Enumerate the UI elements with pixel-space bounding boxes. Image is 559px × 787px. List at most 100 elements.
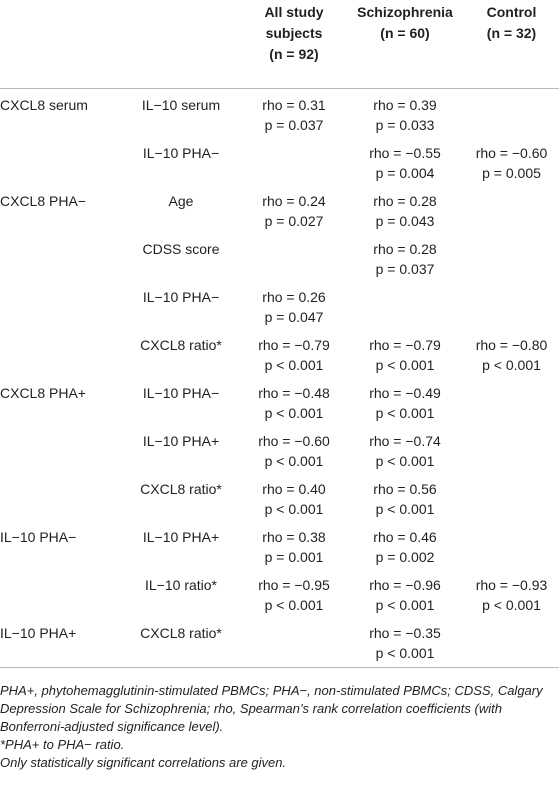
rho-value: rho = 0.28 xyxy=(373,193,437,209)
variable-name: CXCL8 ratio* xyxy=(140,481,222,497)
column-label: Schizophrenia xyxy=(357,4,453,20)
p-value: p = 0.047 xyxy=(264,309,324,325)
value-cell: rho = −0.48 p < 0.001 xyxy=(242,377,346,425)
variable-cell: IL−10 PHA− xyxy=(120,137,242,185)
group-cell xyxy=(0,425,120,473)
variable-cell: IL−10 PHA+ xyxy=(120,521,242,569)
table-row: CXCL8 PHA+ IL−10 PHA− rho = −0.48 p < 0.001… xyxy=(0,377,559,425)
rho-value: rho = 0.28 xyxy=(373,241,437,257)
p-value: p = 0.037 xyxy=(264,117,324,133)
group-name: CXCL8 serum xyxy=(0,97,88,113)
rho-value: rho = −0.95 xyxy=(258,577,330,593)
value-cell: rho = −0.60 p = 0.005 xyxy=(464,137,559,185)
rho-value: rho = 0.46 xyxy=(373,529,437,545)
rho-value: rho = −0.79 xyxy=(258,337,330,353)
value-cell: rho = −0.74 p < 0.001 xyxy=(346,425,464,473)
value-cell: rho = −0.80 p < 0.001 xyxy=(464,329,559,377)
group-cell xyxy=(0,137,120,185)
header-cell xyxy=(120,0,242,89)
rho-value: rho = 0.31 xyxy=(262,97,326,113)
header-cell xyxy=(0,0,120,89)
group-cell: CXCL8 PHA+ xyxy=(0,377,120,425)
value-cell: rho = 0.39 p = 0.033 xyxy=(346,89,464,138)
value-cell: rho = −0.95 p < 0.001 xyxy=(242,569,346,617)
variable-name: IL−10 PHA+ xyxy=(142,433,220,449)
value-cell xyxy=(464,473,559,521)
value-cell xyxy=(242,137,346,185)
value-cell xyxy=(464,425,559,473)
group-cell xyxy=(0,569,120,617)
variable-cell: IL−10 PHA+ xyxy=(120,425,242,473)
rho-value: rho = 0.38 xyxy=(262,529,326,545)
rho-value: rho = 0.39 xyxy=(373,97,437,113)
value-cell: rho = −0.79 p < 0.001 xyxy=(242,329,346,377)
p-value: p = 0.004 xyxy=(375,165,435,181)
rho-value: rho = −0.93 xyxy=(475,577,548,593)
column-n: (n = 32) xyxy=(486,25,537,41)
rho-value: rho = −0.48 xyxy=(258,385,330,401)
p-value: p < 0.001 xyxy=(375,405,435,421)
footnotes: PHA+, phytohemagglutinin-stimulated PBMC… xyxy=(0,668,559,772)
rho-value: rho = −0.74 xyxy=(369,433,441,449)
p-value: p = 0.037 xyxy=(375,261,435,277)
value-cell xyxy=(464,281,559,329)
variable-name: IL−10 ratio* xyxy=(145,577,217,593)
rho-value: rho = −0.79 xyxy=(369,337,441,353)
value-cell: rho = 0.38 p = 0.001 xyxy=(242,521,346,569)
rho-value: rho = −0.55 xyxy=(369,145,441,161)
variable-cell: IL−10 ratio* xyxy=(120,569,242,617)
rho-value: rho = 0.26 xyxy=(262,289,326,305)
value-cell: rho = −0.55 p = 0.004 xyxy=(346,137,464,185)
variable-cell: IL−10 PHA− xyxy=(120,377,242,425)
table-row: IL−10 PHA+ rho = −0.60 p < 0.001 rho = −0.7… xyxy=(0,425,559,473)
value-cell: rho = 0.26 p = 0.047 xyxy=(242,281,346,329)
value-cell xyxy=(464,233,559,281)
rho-value: rho = 0.24 xyxy=(262,193,326,209)
table-row: CXCL8 PHA− Age rho = 0.24 p = 0.027 rho = 0.… xyxy=(0,185,559,233)
value-cell: rho = −0.60 p < 0.001 xyxy=(242,425,346,473)
p-value: p < 0.001 xyxy=(375,357,435,373)
table-row: IL−10 ratio* rho = −0.95 p < 0.001 rho = −0… xyxy=(0,569,559,617)
value-cell: rho = −0.96 p < 0.001 xyxy=(346,569,464,617)
rho-value: rho = −0.96 xyxy=(369,577,441,593)
value-cell: rho = −0.93 p < 0.001 xyxy=(464,569,559,617)
variable-cell: CDSS score xyxy=(120,233,242,281)
p-value: p = 0.005 xyxy=(482,165,541,181)
column-header: Schizophrenia (n = 60) xyxy=(346,0,464,89)
footnote: PHA+, phytohemagglutinin-stimulated PBMC… xyxy=(0,683,543,734)
p-value: p < 0.001 xyxy=(375,597,435,613)
p-value: p < 0.001 xyxy=(264,453,324,469)
variable-cell: IL−10 PHA− xyxy=(120,281,242,329)
value-cell: rho = −0.35 p < 0.001 xyxy=(346,617,464,668)
group-name: IL−10 PHA− xyxy=(0,529,77,545)
table-row: CXCL8 ratio* rho = −0.79 p < 0.001 rho = −0… xyxy=(0,329,559,377)
variable-name: IL−10 PHA− xyxy=(142,385,220,401)
rho-value: rho = −0.60 xyxy=(475,145,548,161)
correlation-table: All study subjects (n = 92) Schizophrenia (… xyxy=(0,0,559,668)
variable-name: IL−10 PHA− xyxy=(142,145,220,161)
value-cell xyxy=(242,233,346,281)
p-value: p = 0.043 xyxy=(375,213,435,229)
p-value: p = 0.002 xyxy=(375,549,435,565)
group-name: CXCL8 PHA− xyxy=(0,193,86,209)
p-value: p < 0.001 xyxy=(482,597,541,613)
rho-value: rho = −0.80 xyxy=(475,337,548,353)
value-cell xyxy=(464,617,559,668)
column-n: (n = 92) xyxy=(269,46,319,62)
value-cell xyxy=(346,281,464,329)
rho-value: rho = −0.49 xyxy=(369,385,441,401)
value-cell: rho = 0.28 p = 0.043 xyxy=(346,185,464,233)
group-name: IL−10 PHA+ xyxy=(0,625,77,641)
value-cell: rho = 0.28 p = 0.037 xyxy=(346,233,464,281)
p-value: p < 0.001 xyxy=(264,501,324,517)
p-value: p < 0.001 xyxy=(375,453,435,469)
variable-cell: CXCL8 ratio* xyxy=(120,329,242,377)
variable-name: IL−10 PHA+ xyxy=(142,529,220,545)
table-row: IL−10 PHA− rho = −0.55 p = 0.004 rho = −0.6… xyxy=(0,137,559,185)
value-cell xyxy=(464,89,559,138)
p-value: p < 0.001 xyxy=(375,645,435,661)
table-row: CXCL8 serum IL−10 serum rho = 0.31 p = 0.03… xyxy=(0,89,559,138)
p-value: p < 0.001 xyxy=(264,405,324,421)
p-value: p < 0.001 xyxy=(482,357,541,373)
table-row: CDSS score rho = 0.28 p = 0.037 xyxy=(0,233,559,281)
